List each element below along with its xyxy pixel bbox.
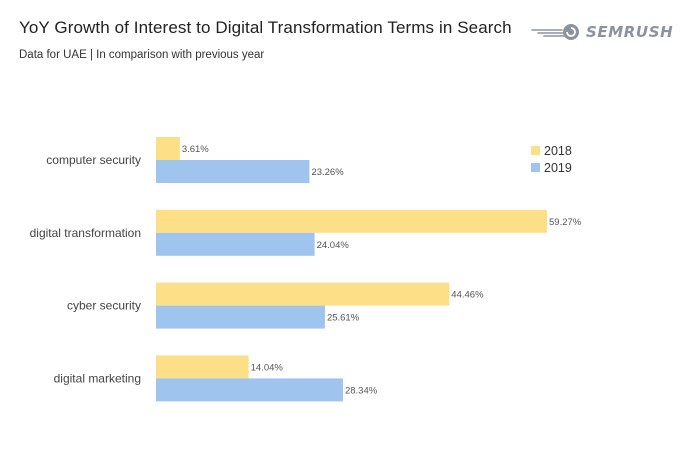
value-labels: 3.61% 23.26% 59.27% 24.04% 44.46% 25.61% 14.04… [182, 144, 582, 396]
category-label-digital-marketing: digital marketing [54, 371, 141, 385]
value-label-2018-cyber-security: 44.46% [451, 290, 484, 301]
legend: 2018 2019 [531, 144, 572, 175]
legend-label-2018: 2018 [544, 144, 572, 158]
value-label-2018-digital-marketing: 14.04% [251, 362, 284, 373]
value-label-2019-computer-security: 23.26% [311, 167, 344, 178]
chart-subtitle: Data for UAE | In comparison with previo… [19, 49, 265, 61]
semrush-fireball-icon [530, 22, 582, 42]
bar-2018-digital-transformation [156, 209, 547, 233]
brand-name: SEMRUSH [586, 23, 674, 41]
value-label-2019-digital-marketing: 28.34% [345, 385, 378, 396]
bar-2018-digital-marketing [156, 355, 249, 379]
bar-2019-digital-marketing [156, 378, 343, 402]
bar-2018-computer-security [156, 137, 180, 160]
bar-2019-cyber-security [156, 305, 325, 329]
bar-2018-cyber-security [156, 282, 450, 306]
category-label-computer-security: computer security [46, 153, 141, 167]
category-labels: computer security digital transformation c… [30, 153, 141, 385]
legend-swatch-2019 [531, 163, 540, 172]
bars-group [156, 137, 547, 402]
legend-label-2019: 2019 [544, 161, 572, 175]
legend-swatch-2018 [531, 146, 540, 155]
bar-2019-digital-transformation [156, 232, 315, 256]
value-label-2019-digital-transformation: 24.04% [317, 240, 350, 251]
chart-title: YoY Growth of Interest to Digital Transf… [19, 18, 512, 37]
category-label-digital-transformation: digital transformation [30, 226, 141, 240]
brand-logo: SEMRUSH [530, 20, 675, 44]
value-label-2018-digital-transformation: 59.27% [549, 217, 582, 228]
bar-2019-computer-security [156, 160, 310, 183]
value-label-2018-computer-security: 3.61% [182, 144, 209, 155]
value-label-2019-cyber-security: 25.61% [327, 313, 360, 324]
category-label-cyber-security: cyber security [67, 299, 141, 313]
